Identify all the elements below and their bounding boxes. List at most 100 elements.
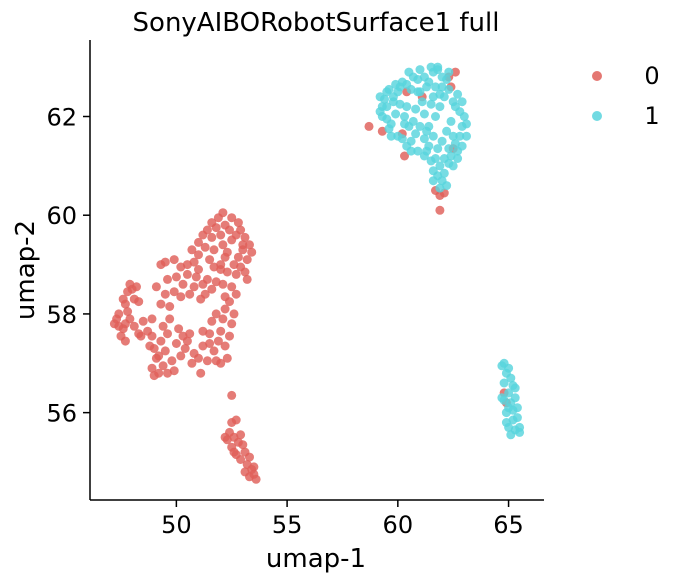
point-series-0-28 bbox=[160, 346, 170, 356]
point-series-0-69 bbox=[227, 319, 237, 329]
point-series-0-38 bbox=[176, 351, 186, 361]
point-series-0-63 bbox=[218, 314, 228, 324]
point-series-0-60 bbox=[209, 346, 219, 356]
point-series-1-71 bbox=[437, 82, 447, 92]
point-series-1-50 bbox=[435, 102, 445, 112]
point-series-0-21 bbox=[136, 331, 146, 341]
point-series-0-104 bbox=[225, 225, 234, 235]
point-series-0-161 bbox=[249, 469, 259, 479]
point-series-0-137 bbox=[205, 339, 215, 348]
point-series-1-48 bbox=[426, 99, 436, 109]
legend-marker-1 bbox=[592, 111, 602, 121]
point-series-0-93 bbox=[200, 242, 210, 252]
point-series-0-16 bbox=[125, 279, 135, 289]
y-tick-label-58: 58 bbox=[46, 301, 77, 329]
y-tick-label-60: 60 bbox=[46, 202, 77, 230]
x-tick-label-50: 50 bbox=[161, 511, 192, 539]
point-series-0-73 bbox=[227, 282, 237, 292]
x-axis-label: umap-1 bbox=[266, 544, 366, 574]
point-series-0-48 bbox=[182, 336, 192, 346]
point-series-1-81 bbox=[453, 154, 463, 163]
point-series-0-40 bbox=[156, 299, 166, 309]
point-series-1-22 bbox=[415, 121, 425, 131]
point-series-0-153 bbox=[236, 455, 246, 464]
point-series-0-24 bbox=[147, 331, 157, 341]
point-series-0-8 bbox=[123, 307, 133, 316]
point-series-0-124 bbox=[222, 267, 232, 277]
x-tick-label-55: 55 bbox=[272, 511, 303, 539]
point-series-1-77 bbox=[428, 176, 438, 186]
point-series-1-74 bbox=[428, 92, 438, 102]
point-series-0-149 bbox=[236, 430, 246, 440]
point-series-0-102 bbox=[216, 230, 226, 240]
point-series-1-38 bbox=[457, 97, 467, 107]
point-series-0-118 bbox=[240, 267, 250, 277]
point-series-0-165 bbox=[364, 121, 374, 131]
point-series-0-79 bbox=[191, 272, 201, 282]
point-series-0-125 bbox=[209, 262, 219, 272]
point-series-0-56 bbox=[202, 356, 212, 366]
point-series-1-116 bbox=[510, 393, 520, 403]
point-series-0-46 bbox=[158, 321, 168, 331]
point-series-0-23 bbox=[147, 314, 157, 324]
point-series-0-175 bbox=[450, 67, 460, 77]
point-series-1-30 bbox=[439, 168, 449, 178]
point-series-1-70 bbox=[431, 82, 440, 92]
point-series-1-85 bbox=[424, 141, 434, 151]
point-series-0-6 bbox=[129, 321, 139, 331]
point-series-0-158 bbox=[249, 462, 259, 472]
point-series-0-113 bbox=[233, 252, 243, 262]
point-series-0-105 bbox=[218, 240, 228, 250]
point-series-0-129 bbox=[163, 274, 172, 284]
point-series-1-49 bbox=[431, 112, 440, 121]
point-series-0-26 bbox=[156, 336, 166, 346]
point-series-1-79 bbox=[442, 181, 452, 191]
point-series-1-62 bbox=[415, 65, 425, 75]
point-series-0-72 bbox=[231, 289, 241, 299]
x-ticks: 50 55 60 65 bbox=[161, 500, 524, 539]
point-series-0-168 bbox=[400, 151, 409, 161]
point-series-0-138 bbox=[242, 274, 252, 284]
point-series-1-76 bbox=[433, 62, 443, 72]
legend: 01 bbox=[592, 62, 660, 130]
point-series-0-44 bbox=[176, 292, 186, 302]
point-series-1-2 bbox=[380, 94, 389, 104]
point-series-1-101 bbox=[402, 102, 412, 112]
point-series-0-139 bbox=[145, 341, 155, 351]
point-series-0-100 bbox=[207, 232, 217, 242]
point-series-0-136 bbox=[220, 304, 230, 314]
point-series-1-41 bbox=[446, 116, 456, 126]
point-series-0-55 bbox=[196, 368, 206, 378]
point-series-0-78 bbox=[189, 282, 199, 292]
point-series-0-45 bbox=[151, 282, 161, 292]
point-series-1-96 bbox=[462, 119, 471, 129]
point-series-0-94 bbox=[205, 255, 215, 265]
point-series-0-85 bbox=[207, 284, 217, 294]
point-series-0-36 bbox=[154, 351, 164, 361]
point-series-0-59 bbox=[198, 326, 208, 336]
point-series-1-102 bbox=[388, 92, 398, 102]
point-series-1-117 bbox=[512, 403, 522, 413]
point-series-0-32 bbox=[158, 361, 168, 371]
point-series-1-42 bbox=[442, 126, 452, 136]
point-series-1-23 bbox=[419, 134, 429, 144]
point-series-0-121 bbox=[227, 213, 237, 223]
point-series-0-27 bbox=[163, 329, 172, 339]
point-series-0-67 bbox=[211, 356, 221, 366]
y-axis-label: umap-2 bbox=[11, 220, 41, 320]
point-series-0-37 bbox=[171, 339, 181, 348]
point-series-0-109 bbox=[236, 225, 246, 235]
point-series-1-91 bbox=[382, 102, 392, 112]
point-series-1-9 bbox=[391, 109, 401, 119]
point-series-1-93 bbox=[391, 79, 401, 89]
point-series-1-53 bbox=[448, 97, 458, 107]
point-series-0-92 bbox=[194, 250, 203, 260]
legend-marker-0 bbox=[592, 71, 602, 81]
point-series-1-44 bbox=[433, 144, 443, 154]
points-layer bbox=[109, 62, 525, 484]
point-series-1-34 bbox=[455, 131, 465, 141]
point-series-1-39 bbox=[453, 89, 463, 99]
point-series-0-155 bbox=[245, 452, 254, 462]
point-series-1-107 bbox=[499, 378, 509, 388]
